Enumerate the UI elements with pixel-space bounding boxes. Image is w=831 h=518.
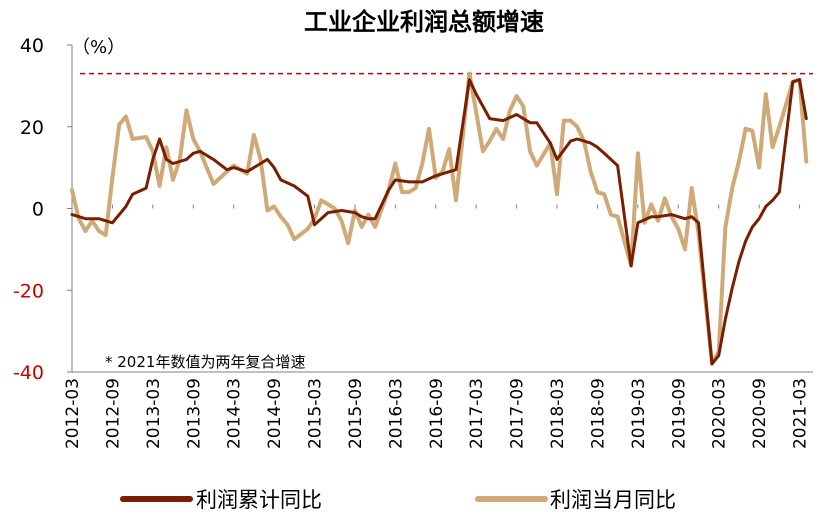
x-tick-label: 2020-03	[710, 378, 730, 449]
chart-title: 工业企业利润总额增速	[304, 8, 544, 36]
x-tick-label: 2019-09	[669, 378, 689, 449]
x-tick-label: 2016-09	[427, 378, 447, 449]
x-tick-label: 2018-03	[548, 378, 568, 449]
y-unit-label: （%）	[72, 37, 125, 58]
x-tick-label: 2018-09	[588, 378, 608, 449]
chart-note: * 2021年数值为两年复合增速	[105, 353, 305, 371]
y-tick-label: -20	[13, 280, 44, 302]
series-line-monthly	[70, 71, 809, 366]
x-tick-label: 2015-03	[306, 378, 326, 449]
legend-label-monthly: 利润当月同比	[550, 488, 676, 512]
x-tick-label: 2017-09	[508, 378, 528, 449]
series-group	[70, 71, 809, 366]
x-tick-label: 2013-09	[184, 378, 204, 449]
x-tick-label: 2013-03	[144, 378, 164, 449]
y-tick-label: 0	[32, 199, 44, 221]
legend: 利润累计同比 利润当月同比	[120, 488, 676, 512]
x-tick-label: 2015-09	[346, 378, 366, 449]
y-tick-label: -40	[13, 362, 44, 384]
x-tick-label: 2017-03	[467, 378, 487, 449]
y-tick-label: 20	[20, 117, 44, 139]
x-tick-label: 2014-03	[225, 378, 245, 449]
x-tick-label: 2019-03	[629, 378, 649, 449]
x-tick-label: 2012-03	[63, 378, 83, 449]
x-tick-label: 2016-03	[386, 378, 406, 449]
y-tick-label: 40	[20, 35, 44, 57]
plot-area: 40 20 0 -20 -40 2012-03 2012-09 2013-03 2013-09 2…	[13, 35, 813, 449]
x-tick-label: 2020-09	[750, 378, 770, 449]
series-line-cumulative	[70, 78, 808, 366]
x-tick-label: 2014-09	[265, 378, 285, 449]
x-tick-label: 2021-03	[791, 378, 811, 449]
x-tick-label: 2012-09	[103, 378, 123, 449]
legend-label-cumulative: 利润累计同比	[196, 488, 322, 512]
